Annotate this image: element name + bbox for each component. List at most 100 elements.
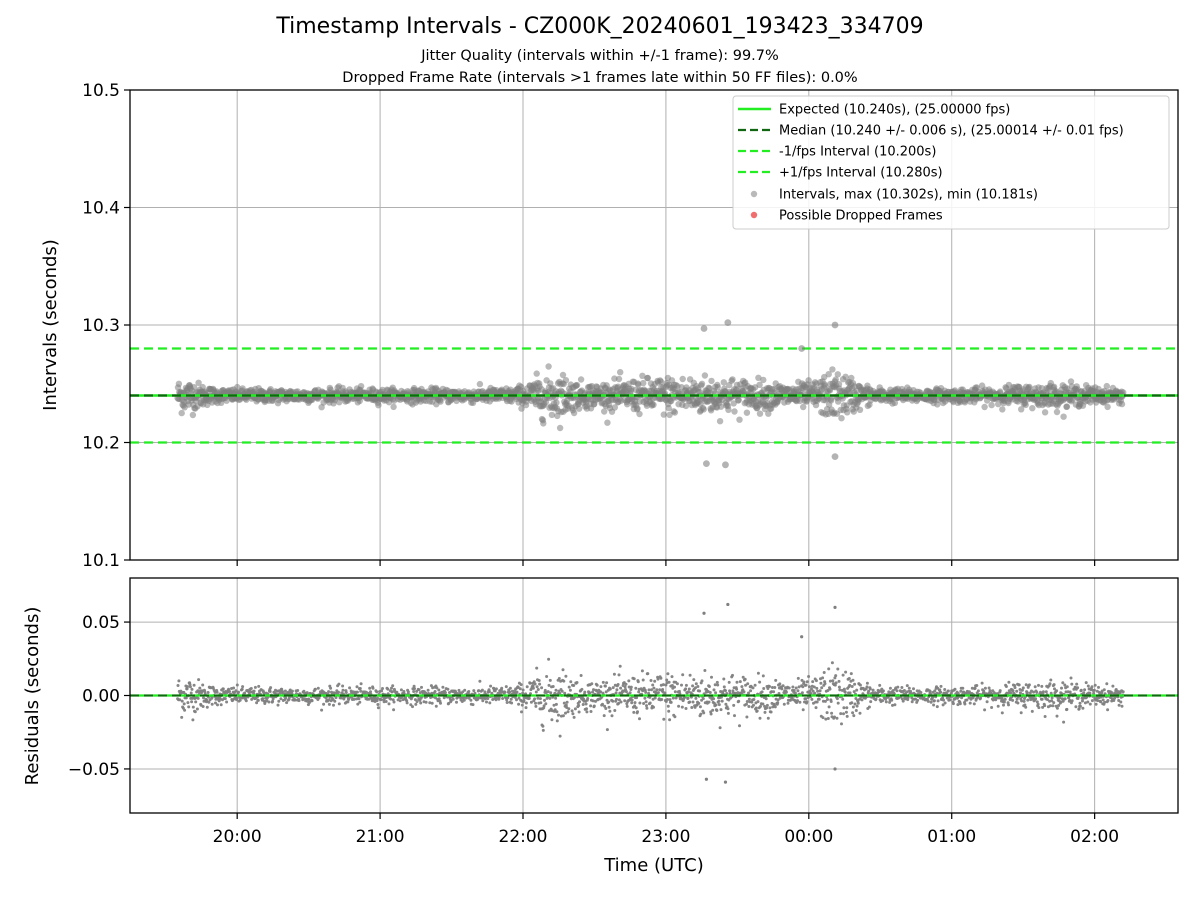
residual-point [577,704,581,707]
legend-item-dropped: Possible Dropped Frames [750,209,943,224]
residual-point [798,700,802,704]
residual-point [1011,698,1015,702]
residual-point [570,709,574,713]
intervals-y-tick-label: 10.2 [82,434,120,454]
residual-point [618,664,622,668]
residual-point [855,688,859,692]
legend-plus-interval-label: +1/fps Interval (10.280s) [779,166,943,181]
interval-point [175,380,183,387]
residual-point [1026,698,1030,702]
residual-point [429,696,433,699]
residual-point [787,686,791,690]
residual-point [714,703,718,707]
residual-point [305,691,309,695]
residual-point [406,690,410,694]
residual-point [571,712,575,716]
residual-point [804,683,808,687]
residual-point [542,704,546,708]
residual-point [980,681,984,685]
residual-point [808,689,812,693]
residual-point [1040,684,1044,688]
residual-point [661,683,665,687]
residual-point [297,699,301,703]
residual-point [933,689,937,693]
residual-point [548,678,552,682]
residual-point [975,684,979,687]
residual-point [605,681,609,685]
residual-point [595,683,599,687]
residual-point [187,705,191,709]
residual-point [376,703,380,706]
residual-point [1120,704,1124,708]
residual-point [856,701,860,705]
residual-point [747,705,751,708]
residual-point [687,687,691,691]
residual-point [773,705,777,709]
residual-point [569,680,573,684]
residual-point [778,682,782,686]
residuals-y-tick-label: 0.00 [82,687,120,707]
residual-point [380,689,384,693]
residual-point [653,696,657,700]
interval-point [1103,382,1111,390]
residual-point [1036,702,1040,706]
residual-point [572,715,576,719]
interval-outlier-point [700,325,708,332]
residual-point [508,690,512,694]
residual-point [1025,691,1029,695]
interval-point [540,420,547,427]
residual-point [371,686,375,690]
residual-point [1013,686,1017,690]
residual-point [653,679,657,683]
residuals-y-axis-label: Residuals (seconds) [22,607,43,786]
residual-point [725,692,729,695]
residual-point [592,704,596,708]
residual-point [638,717,641,721]
residual-point [355,690,359,694]
residual-point [202,696,205,700]
residual-point [564,674,568,678]
residual-point [359,689,363,693]
residual-point [581,703,585,706]
residual-point [895,689,899,693]
residual-point [1099,700,1103,704]
interval-point [639,372,646,379]
residual-point [603,704,607,708]
interval-point [701,372,709,379]
residual-point [793,691,797,695]
residual-point [746,682,750,686]
residual-point [250,697,254,701]
residual-point [1061,699,1065,703]
residual-point [337,682,341,686]
interval-point [1026,383,1033,391]
residual-point [800,678,804,682]
residual-point [490,691,494,695]
residual-point [852,690,856,694]
interval-point [835,398,842,405]
residual-point [953,687,957,691]
residual-point [628,691,632,695]
residual-point [830,711,834,715]
residual-point [686,696,690,700]
residual-point [845,714,849,718]
interval-point [657,378,665,385]
residual-point [881,699,885,703]
residual-point [599,685,603,689]
residual-point [810,687,813,691]
residual-point [548,696,552,700]
residual-point [437,688,441,692]
residual-point [710,675,713,679]
residual-point [585,710,589,714]
residual-point [205,698,209,702]
residual-point [770,686,774,689]
residual-point [1111,684,1115,688]
residual-point [389,697,393,701]
residual-point [550,718,554,722]
residual-point [740,685,744,689]
residual-point [589,710,593,713]
residual-point [942,698,945,702]
residual-point [762,687,766,690]
residual-point [562,701,566,705]
residual-point [555,710,559,714]
residual-point [573,707,577,711]
